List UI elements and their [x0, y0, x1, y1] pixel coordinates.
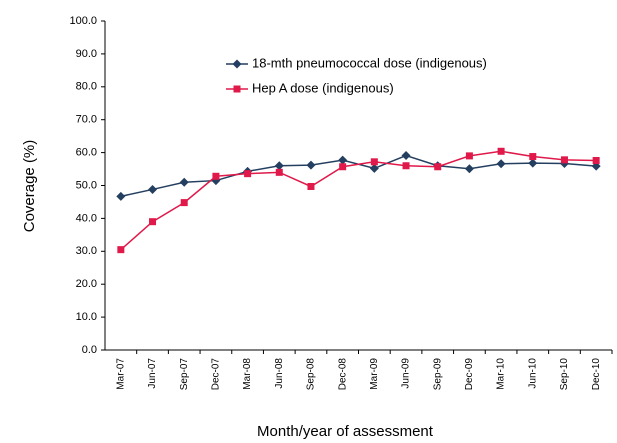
- x-axis-label: Month/year of assessment: [257, 423, 434, 440]
- legend-label: 18-mth pneumococcal dose (indigenous): [252, 55, 487, 70]
- x-tick-label: Mar-09: [369, 358, 380, 390]
- legend-label: Hep A dose (indigenous): [252, 80, 394, 95]
- y-tick-label: 90.0: [76, 48, 97, 60]
- data-point: [434, 163, 442, 171]
- data-point: [180, 199, 188, 207]
- data-point: [592, 156, 600, 164]
- data-point: [339, 163, 347, 171]
- series-line: [120, 154, 597, 198]
- data-point: [560, 156, 568, 164]
- y-tick-label: 80.0: [76, 81, 97, 93]
- data-point: [244, 170, 252, 178]
- y-tick-label: 10.0: [76, 311, 97, 323]
- y-tick-label: 70.0: [76, 114, 97, 126]
- data-point: [179, 177, 189, 187]
- data-point: [275, 168, 283, 176]
- data-point: [212, 172, 220, 180]
- x-tick-label: Sep-09: [432, 358, 443, 391]
- data-point: [369, 163, 379, 173]
- data-point: [117, 246, 125, 254]
- data-point: [497, 147, 505, 155]
- data-point: [116, 191, 126, 201]
- data-point: [528, 158, 538, 168]
- x-tick-label: Jun-08: [274, 358, 285, 389]
- x-tick-label: Dec-10: [591, 358, 602, 391]
- data-point: [496, 159, 506, 169]
- data-point: [307, 182, 315, 190]
- x-tick-label: Sep-07: [179, 358, 190, 391]
- x-tick-label: Dec-07: [211, 358, 222, 391]
- y-tick-label: 100.0: [69, 15, 97, 27]
- series-line: [120, 150, 597, 251]
- data-point: [402, 162, 410, 170]
- x-tick-label: Jun-09: [401, 358, 412, 389]
- y-tick-label: 60.0: [76, 147, 97, 159]
- data-point: [370, 158, 378, 166]
- y-tick-label: 40.0: [76, 212, 97, 224]
- data-point: [148, 184, 158, 194]
- y-axis-label: Coverage (%): [21, 140, 38, 233]
- x-tick-label: Jun-07: [147, 358, 158, 389]
- x-tick-label: Dec-08: [337, 358, 348, 391]
- x-tick-label: Jun-10: [527, 358, 538, 389]
- data-point: [401, 151, 411, 161]
- data-point: [464, 164, 474, 174]
- data-point: [529, 153, 537, 161]
- x-tick-label: Sep-10: [559, 358, 570, 391]
- data-point: [274, 161, 284, 171]
- y-tick-label: 20.0: [76, 278, 97, 290]
- data-point: [306, 160, 316, 170]
- data-point: [465, 152, 473, 160]
- x-tick-label: Mar-10: [496, 358, 507, 390]
- y-tick-label: 0.0: [82, 344, 97, 356]
- x-tick-label: Dec-09: [464, 358, 475, 391]
- legend-marker: [233, 85, 241, 93]
- y-tick-label: 30.0: [76, 245, 97, 257]
- data-point: [149, 218, 157, 226]
- x-tick-label: Mar-07: [115, 358, 126, 390]
- legend-marker: [232, 59, 242, 69]
- data-point: [338, 155, 348, 165]
- y-tick-label: 50.0: [76, 179, 97, 191]
- x-tick-label: Mar-08: [242, 358, 253, 390]
- x-tick-label: Sep-08: [306, 358, 317, 391]
